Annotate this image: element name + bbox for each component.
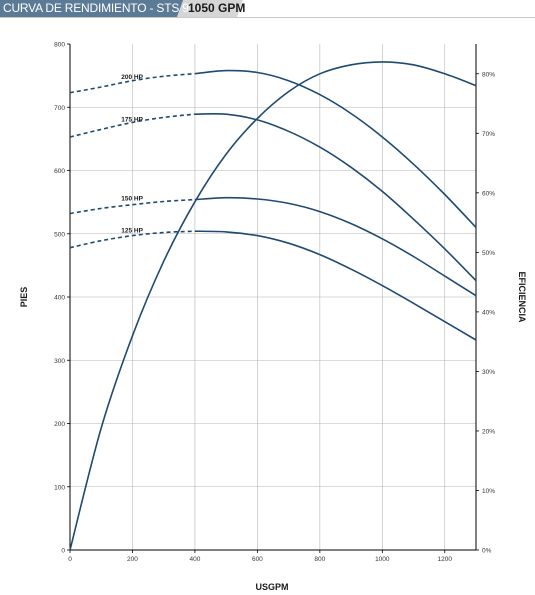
y-tick-label: 400	[54, 295, 65, 302]
series-label: 150 HP	[121, 195, 143, 202]
y2-axis-label: EFICIENCIA	[517, 271, 527, 323]
y2-tick-label: 10%	[482, 488, 495, 495]
head-curve-dashed	[69, 230, 195, 249]
y2-tick-label: 60%	[482, 190, 495, 197]
y2-tick-label: 50%	[482, 250, 495, 257]
x-tick-label: 1200	[438, 556, 453, 563]
head-curve	[194, 230, 477, 341]
head-curve	[194, 69, 477, 228]
head-curve	[194, 196, 477, 297]
header-divider	[0, 17, 535, 18]
y-tick-label: 500	[54, 231, 65, 238]
chart-header: CURVA DE RENDIMIENTO - STS 9" 1050 GPM	[0, 0, 535, 17]
y2-tick-label: 80%	[482, 71, 495, 78]
chart-title: CURVA DE RENDIMIENTO - STS 9"	[3, 1, 193, 15]
x-tick-label: 400	[189, 556, 200, 563]
x-tick-label: 800	[314, 556, 325, 563]
label-layer: 200 HP 175 HP 150 HP 125 HP	[121, 74, 143, 235]
y-tick-label: 0	[61, 548, 65, 555]
flow-badge: 1050 GPM	[188, 1, 246, 15]
y2-tick-label: 70%	[482, 131, 495, 138]
head-curve-dashed	[69, 113, 195, 138]
axes: 0 200 400 600 800 1000 1200 0 100 200 300 400 500 600…	[54, 42, 495, 564]
series-label: 200 HP	[121, 74, 143, 81]
x-tick-label: 1000	[375, 556, 390, 563]
title-band	[0, 0, 186, 17]
series-label: 175 HP	[121, 116, 143, 123]
series-label: 125 HP	[121, 228, 143, 235]
curve-layer	[69, 61, 477, 551]
head-curve	[194, 113, 477, 282]
y2-tick-label: 0%	[482, 548, 492, 555]
head-curve-dashed	[69, 198, 195, 215]
efficiency-curve	[69, 61, 477, 551]
x-tick-label: 600	[252, 556, 263, 563]
y-tick-label: 200	[54, 421, 65, 428]
x-tick-label: 200	[127, 556, 138, 563]
y-tick-label: 700	[54, 105, 65, 112]
y-tick-label: 600	[54, 168, 65, 175]
y2-tick-label: 30%	[482, 369, 495, 376]
x-tick-label: 0	[68, 556, 72, 563]
grid-lines	[70, 44, 476, 550]
y-tick-label: 100	[54, 484, 65, 491]
x-axis-label: USGPM	[255, 582, 288, 592]
y-tick-label: 800	[54, 42, 65, 49]
head-curve-dashed	[69, 72, 195, 94]
y-tick-label: 300	[54, 358, 65, 365]
y2-tick-label: 40%	[482, 309, 495, 316]
y2-tick-label: 20%	[482, 428, 495, 435]
y-axis-label: PIES	[19, 287, 29, 308]
